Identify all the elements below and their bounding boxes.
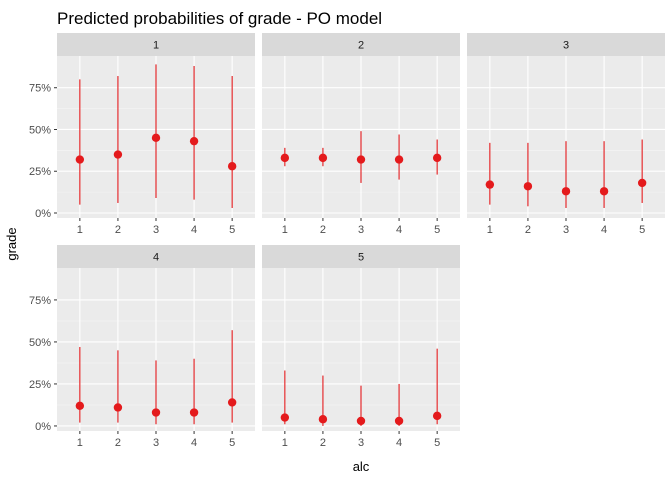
data-point — [189, 136, 199, 146]
x-tick-label: 4 — [396, 437, 402, 449]
y-tick-label: 75% — [29, 295, 51, 307]
data-point — [113, 403, 123, 412]
x-tick-label: 3 — [153, 224, 159, 236]
data-point — [356, 155, 366, 164]
facet-strip — [57, 245, 255, 268]
facet-panels: 1 0% 25% 50% 75% 1 2 3 4 5 2 1 2 3 4 5 3 1 2 3 4 5 4 0% 25% 50% 75… — [29, 33, 665, 449]
x-tick-label: 5 — [639, 224, 645, 236]
x-tick-label: 5 — [434, 437, 440, 449]
facet-panel-4: 4 0% 25% 50% 75% 1 2 3 4 5 — [29, 245, 255, 449]
data-point — [599, 187, 609, 196]
x-tick-label: 2 — [115, 437, 121, 449]
facet-strip — [57, 33, 255, 56]
x-tick-label: 1 — [487, 224, 493, 236]
data-point — [318, 415, 328, 424]
x-tick-label: 3 — [153, 437, 159, 449]
x-tick-label: 3 — [358, 437, 364, 449]
y-tick-label: 0% — [35, 421, 51, 433]
x-tick-label: 5 — [229, 437, 235, 449]
facet-strip — [262, 245, 460, 268]
data-point — [280, 153, 290, 163]
y-tick-label: 25% — [29, 379, 51, 391]
data-point — [318, 153, 328, 163]
data-point — [394, 416, 404, 426]
facet-strip-label: 3 — [563, 40, 569, 52]
data-point — [432, 411, 442, 421]
data-point — [75, 401, 85, 410]
facet-panel-1: 1 0% 25% 50% 75% 1 2 3 4 5 — [29, 33, 255, 236]
data-point — [394, 155, 404, 164]
facet-strip-label: 5 — [358, 252, 364, 264]
data-point — [113, 150, 123, 159]
x-tick-label: 4 — [396, 224, 402, 236]
facet-panel-2: 2 1 2 3 4 5 — [262, 33, 460, 236]
y-tick-label: 50% — [29, 124, 51, 136]
x-tick-label: 4 — [191, 224, 197, 236]
data-point — [151, 408, 161, 417]
x-tick-label: 2 — [115, 224, 121, 236]
facet-strip — [467, 33, 665, 56]
data-point — [432, 153, 442, 163]
facet-strip — [262, 33, 460, 56]
y-axis-title: grade — [4, 227, 19, 260]
x-tick-label: 1 — [77, 224, 83, 236]
facet-strip-label: 1 — [153, 40, 159, 52]
x-tick-label: 2 — [320, 437, 326, 449]
facet-panel-5: 5 1 2 3 4 5 — [262, 245, 460, 449]
data-point — [280, 413, 290, 422]
x-tick-label: 4 — [191, 437, 197, 449]
facet-strip-label: 2 — [358, 40, 364, 52]
chart-title: Predicted probabilities of grade - PO mo… — [57, 9, 382, 28]
data-point — [485, 180, 495, 189]
x-axis-title: alc — [353, 459, 370, 474]
x-tick-label: 3 — [563, 224, 569, 236]
x-tick-label: 1 — [77, 437, 83, 449]
data-point — [227, 162, 237, 171]
x-tick-label: 4 — [601, 224, 607, 236]
facet-strip-label: 4 — [153, 252, 159, 264]
data-point — [561, 187, 571, 196]
x-tick-label: 5 — [434, 224, 440, 236]
data-point — [227, 398, 237, 407]
x-tick-label: 5 — [229, 224, 235, 236]
y-tick-label: 50% — [29, 337, 51, 349]
data-point — [637, 178, 647, 188]
x-tick-label: 2 — [320, 224, 326, 236]
x-tick-label: 1 — [282, 224, 288, 236]
x-tick-label: 3 — [358, 224, 364, 236]
data-point — [523, 182, 533, 191]
y-tick-label: 75% — [29, 83, 51, 95]
data-point — [75, 155, 85, 164]
x-tick-label: 1 — [282, 437, 288, 449]
data-point — [189, 408, 199, 417]
x-tick-label: 2 — [525, 224, 531, 236]
data-point — [356, 416, 366, 426]
y-tick-label: 0% — [35, 208, 51, 220]
facet-panel-3: 3 1 2 3 4 5 — [467, 33, 665, 236]
data-point — [151, 133, 161, 143]
y-tick-label: 25% — [29, 166, 51, 178]
